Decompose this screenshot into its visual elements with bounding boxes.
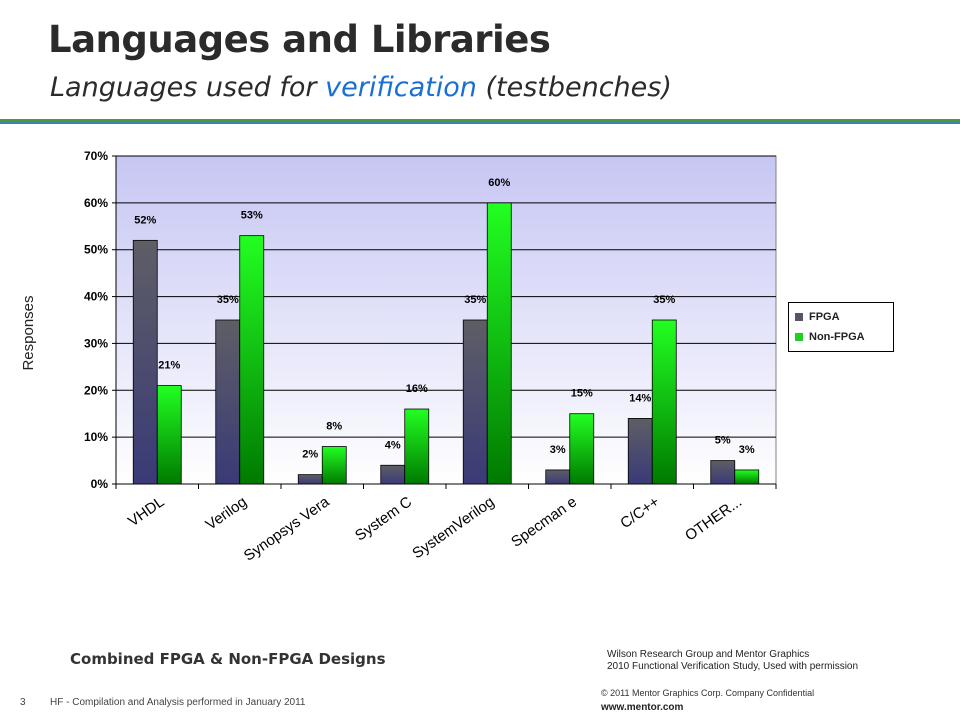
bar-non-fpga [239, 235, 265, 485]
bar-non-fpga [734, 469, 760, 485]
page-number: 3 [20, 697, 26, 708]
subtitle-suffix: (testbenches) [476, 72, 672, 103]
x-tick-label: Specman e [508, 493, 580, 550]
slide-subtitle: Languages used for verification (testben… [50, 72, 672, 103]
x-tick-label: C/C++ [617, 493, 662, 532]
bar-fpga [545, 469, 571, 485]
bar-fpga [380, 464, 406, 485]
legend-label-non-fpga: Non-FPGA [809, 331, 865, 343]
data-label-non-fpga: 53% [241, 210, 263, 222]
bar-fpga [215, 319, 241, 485]
x-tick-label: Synopsys Vera [241, 493, 333, 565]
data-label-fpga: 2% [302, 449, 318, 461]
y-tick-label: 40% [84, 290, 108, 304]
legend-swatch-fpga [795, 313, 803, 321]
data-label-fpga: 3% [550, 444, 566, 456]
bar-fpga [132, 239, 158, 485]
legend-swatch-non-fpga [795, 333, 803, 341]
data-label-non-fpga: 16% [406, 383, 428, 395]
bar-non-fpga [321, 446, 347, 485]
plot-area [115, 155, 777, 485]
data-label-fpga: 4% [385, 439, 401, 451]
bar-non-fpga [156, 385, 182, 485]
x-tick-label: System C [352, 493, 415, 544]
data-label-fpga: 5% [715, 435, 731, 447]
bar-non-fpga [651, 319, 677, 485]
x-tick-label: SystemVerilog [409, 493, 497, 562]
legend-item-non-fpga: Non-FPGA [795, 331, 865, 343]
data-label-non-fpga: 21% [158, 360, 180, 372]
y-tick-label: 10% [84, 430, 108, 444]
header-rule-green [0, 119, 960, 122]
data-label-fpga: 52% [134, 214, 156, 226]
footnote: HF - Compilation and Analysis performed … [50, 697, 306, 708]
chart-caption: Combined FPGA & Non-FPGA Designs [70, 650, 386, 668]
source-note: Wilson Research Group and Mentor Graphic… [607, 649, 858, 673]
bar-fpga [462, 319, 488, 485]
header-rule-blue [0, 122, 960, 124]
legend-item-fpga: FPGA [795, 311, 840, 323]
website-link[interactable]: www.mentor.com [601, 702, 684, 713]
y-tick-label: 50% [84, 243, 108, 257]
x-tick-label: VHDL [125, 493, 168, 530]
bar-fpga [297, 474, 323, 485]
x-tick-label: OTHER... [682, 493, 745, 544]
data-label-fpga: 35% [464, 294, 486, 306]
data-label-non-fpga: 60% [488, 177, 510, 189]
y-tick-label: 30% [84, 336, 108, 350]
bar-fpga [710, 460, 736, 485]
subtitle-highlight: verification [325, 72, 477, 103]
data-label-non-fpga: 8% [326, 421, 342, 433]
data-label-fpga: 35% [217, 294, 239, 306]
source-line-1: Wilson Research Group and Mentor Graphic… [607, 649, 810, 660]
x-tick-label: Verilog [203, 493, 250, 533]
chart-legend: FPGA Non-FPGA [788, 302, 894, 352]
bar-non-fpga [404, 408, 430, 485]
y-tick-label: 20% [84, 383, 108, 397]
bar-non-fpga [569, 413, 595, 485]
y-tick-label: 60% [84, 196, 108, 210]
bar-non-fpga [486, 202, 512, 485]
y-tick-label: 70% [84, 149, 108, 163]
data-label-non-fpga: 35% [653, 294, 675, 306]
subtitle-text: Languages used for [50, 72, 326, 103]
data-label-non-fpga: 3% [739, 444, 755, 456]
legend-label-fpga: FPGA [809, 311, 840, 323]
bar-fpga [627, 417, 653, 485]
y-tick-label: 0% [91, 477, 109, 491]
data-label-non-fpga: 15% [571, 388, 593, 400]
data-label-fpga: 14% [629, 392, 651, 404]
bar-chart: 0% 10% 20% 30% 40% 50% 60% 70% 52% 21% VHDL 35% 53% V… [84, 149, 777, 565]
copyright: © 2011 Mentor Graphics Corp. Company Con… [601, 688, 815, 698]
source-line-2: 2010 Functional Verification Study, Used… [607, 661, 859, 672]
slide-title: Languages and Libraries [48, 18, 551, 61]
